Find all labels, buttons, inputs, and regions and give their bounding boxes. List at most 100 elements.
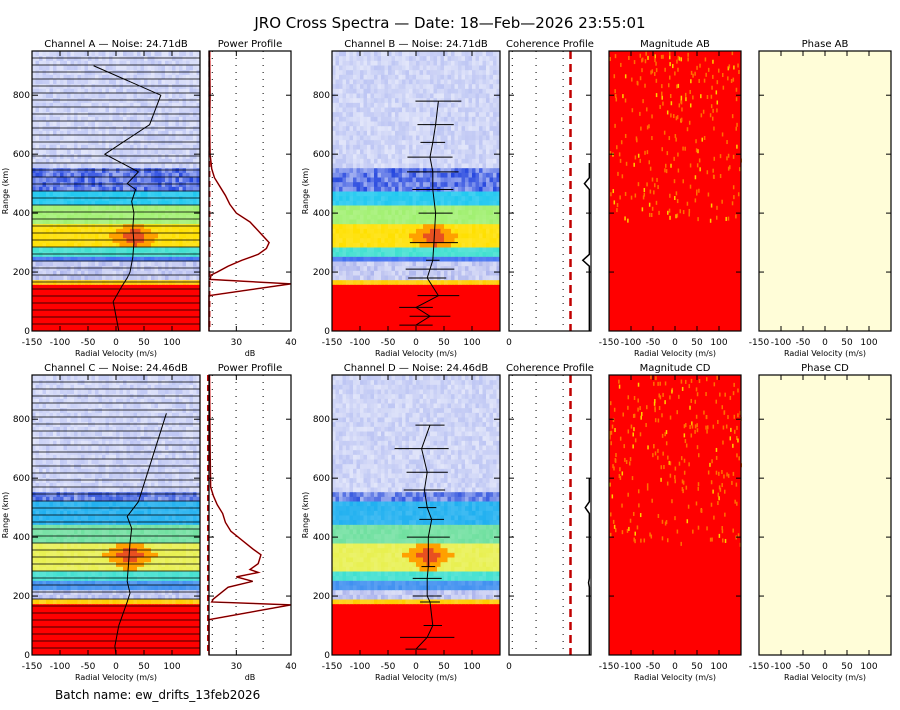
heatmap-cell [168, 298, 173, 304]
heatmap-cell [133, 93, 138, 99]
heatmap-cell [374, 144, 378, 150]
heatmap-cell [367, 172, 371, 178]
heatmap-cell [496, 223, 501, 229]
heatmap-cell [496, 163, 501, 169]
heatmap-cell [56, 200, 61, 206]
heatmap-cell [377, 153, 382, 159]
heatmap-cell [161, 242, 166, 248]
heatmap-cell [419, 321, 424, 327]
heatmap-cell [172, 247, 176, 253]
heatmap-cell [88, 158, 92, 164]
heatmap-cell [335, 135, 340, 141]
heatmap-cell [360, 223, 364, 229]
heatmap-cell [119, 149, 124, 155]
heatmap-cell [67, 270, 71, 276]
heatmap-cell [430, 153, 434, 159]
heatmap-cell [465, 317, 469, 323]
heatmap-cell [172, 289, 176, 295]
heatmap-cell [112, 93, 117, 99]
heatmap-cell [144, 163, 148, 169]
heatmap-cell [60, 177, 64, 183]
heatmap-cell [472, 209, 476, 215]
heatmap-cell [196, 256, 201, 262]
heatmap-cell [454, 251, 459, 257]
heatmap-cell [46, 102, 50, 108]
heatmap-cell [454, 298, 459, 304]
heatmap-cell [468, 317, 473, 323]
heatmap-cell [196, 298, 201, 304]
heatmap-cell [116, 88, 120, 94]
heatmap-cell [419, 317, 424, 323]
heatmap-cell [60, 172, 64, 178]
heatmap-cell [98, 130, 103, 136]
heatmap-cell [496, 321, 501, 327]
heatmap-cell [482, 326, 487, 332]
heatmap-cell [186, 158, 190, 164]
heatmap-cell [196, 326, 201, 332]
heatmap-cell [398, 298, 403, 304]
heatmap-cell [140, 303, 145, 309]
heatmap-cell [402, 214, 406, 220]
heatmap-cell [409, 209, 413, 215]
heatmap-cell [479, 298, 483, 304]
heatmap-cell [70, 219, 75, 225]
heatmap-cell [165, 303, 169, 309]
heatmap-cell [367, 233, 371, 239]
heatmap-cell [116, 205, 120, 211]
heatmap-cell [381, 177, 385, 183]
heatmap-cell [102, 121, 106, 127]
heatmap-cell [454, 195, 459, 201]
heatmap-cell [377, 265, 382, 271]
heatmap-cell [172, 191, 176, 197]
heatmap-cell [70, 284, 75, 290]
heatmap-cell [339, 158, 343, 164]
heatmap-cell [130, 121, 134, 127]
heatmap-cell [430, 298, 434, 304]
heatmap-cell [479, 214, 483, 220]
heatmap-cell [98, 107, 103, 113]
heatmap-cell [91, 284, 96, 290]
heatmap-cell [42, 317, 47, 323]
heatmap-cell [458, 186, 462, 192]
heatmap-cell [402, 265, 406, 271]
heatmap-cell [346, 223, 350, 229]
heatmap-cell [46, 88, 50, 94]
heatmap-cell [363, 144, 368, 150]
heatmap-cell [112, 317, 117, 323]
heatmap-cell [133, 205, 138, 211]
heatmap-cell [493, 191, 497, 197]
heatmap-cell [409, 256, 413, 262]
heatmap-cell [461, 312, 466, 318]
heatmap-cell [465, 289, 469, 295]
heatmap-cell [388, 321, 392, 327]
heatmap-cell [102, 158, 106, 164]
heatmap-cell [119, 298, 124, 304]
heatmap-cell [140, 205, 145, 211]
heatmap-cell [98, 51, 103, 57]
heatmap-cell [402, 289, 406, 295]
heatmap-cell [116, 121, 120, 127]
heatmap-cell [398, 209, 403, 215]
heatmap-cell [70, 88, 75, 94]
heatmap-cell [342, 307, 347, 313]
heatmap-cell [339, 209, 343, 215]
heatmap-cell [95, 200, 99, 206]
heatmap-cell [486, 191, 490, 197]
heatmap-cell [402, 181, 406, 187]
heatmap-cell [388, 163, 392, 169]
heatmap-cell [360, 233, 364, 239]
heatmap-cell [116, 163, 120, 169]
heatmap-cell [119, 256, 124, 262]
heatmap-cell [395, 195, 399, 201]
heatmap-cell [346, 209, 350, 215]
heatmap-cell [423, 321, 427, 327]
heatmap-cell [454, 242, 459, 248]
heatmap-cell [147, 177, 152, 183]
panel-channel_b: Channel B — Noise: 24.71dB-150 -100 -50 0 50… [301, 39, 501, 358]
heatmap-cell [84, 158, 89, 164]
heatmap-cell [42, 121, 47, 127]
heatmap-cell [384, 205, 389, 211]
heatmap-cell [126, 107, 131, 113]
heatmap-cell [95, 79, 99, 85]
heatmap-cell [367, 312, 371, 318]
